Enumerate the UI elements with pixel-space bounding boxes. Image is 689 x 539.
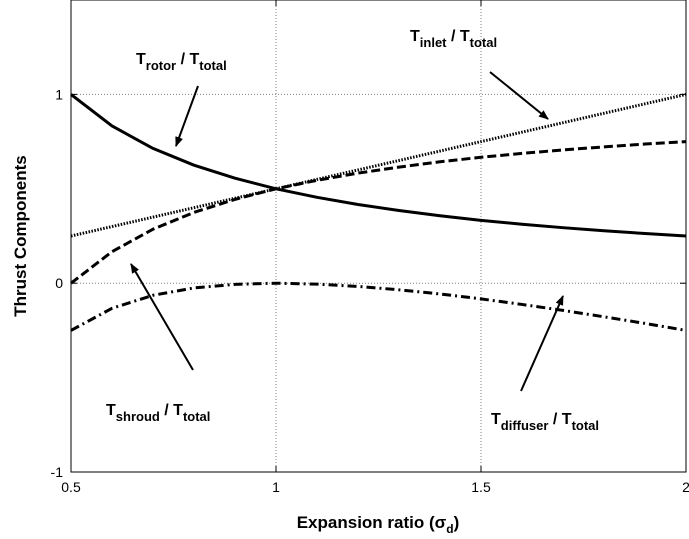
annotation-label-diffuser: Tdiffuser / Ttotal bbox=[491, 411, 599, 433]
x-axis-label: Expansion ratio (σd) bbox=[297, 513, 460, 536]
y-tick-label: 1 bbox=[55, 86, 63, 102]
grid-lines bbox=[71, 0, 686, 472]
series-line-inlet bbox=[70, 92, 687, 238]
x-tick-label: 2 bbox=[682, 479, 689, 495]
y-axis-label: Thrust Components bbox=[11, 155, 30, 317]
annotations: Trotor / Ttotal Tinlet / Ttotal Tshroud / … bbox=[106, 28, 599, 433]
axis-ticks: 0.5 1 1.5 2 -1 0 1 bbox=[51, 0, 689, 495]
annotation-arrow-shroud bbox=[130, 263, 194, 371]
annotation-arrow-rotor bbox=[175, 85, 199, 147]
x-tick-label: 0.5 bbox=[61, 479, 81, 495]
x-tick-label: 1.5 bbox=[471, 479, 491, 495]
series-lines bbox=[70, 92, 687, 332]
annotation-label-rotor: Trotor / Ttotal bbox=[136, 51, 227, 73]
series-line-rotor bbox=[70, 93, 687, 238]
annotation-label-shroud: Tshroud / Ttotal bbox=[106, 402, 210, 424]
annotation-arrow-diffuser bbox=[520, 295, 564, 392]
x-tick-label: 1 bbox=[272, 479, 280, 495]
annotation-arrow-inlet bbox=[489, 71, 549, 120]
y-tick-label: 0 bbox=[55, 275, 63, 291]
plot-area bbox=[71, 0, 686, 472]
y-tick-label: -1 bbox=[51, 464, 64, 480]
series-line-shroud bbox=[70, 140, 687, 285]
axes-box bbox=[70, 0, 687, 473]
annotation-label-inlet: Tinlet / Ttotal bbox=[410, 28, 497, 50]
